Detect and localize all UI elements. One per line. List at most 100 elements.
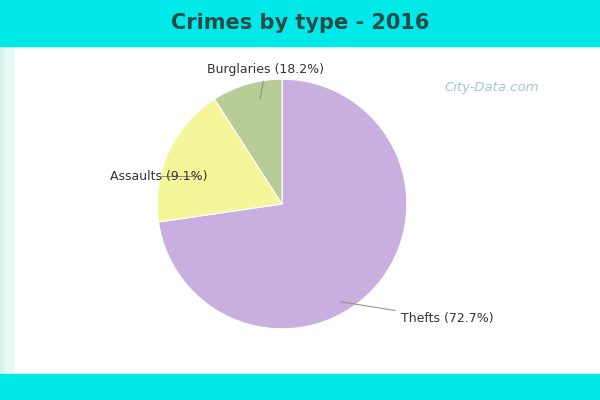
Bar bbox=[2, 46, 8, 374]
Bar bbox=[3, 46, 9, 374]
Bar bbox=[1, 46, 7, 374]
Bar bbox=[1, 46, 7, 374]
Bar bbox=[5, 46, 11, 374]
Bar bbox=[3, 46, 9, 374]
Bar bbox=[2, 46, 8, 374]
Bar bbox=[5, 46, 11, 374]
Bar bbox=[0, 46, 6, 374]
Bar bbox=[6, 46, 12, 374]
Bar bbox=[1, 46, 7, 374]
Bar bbox=[0, 46, 6, 374]
Bar bbox=[2, 46, 8, 374]
Bar bbox=[0, 46, 6, 374]
Bar bbox=[5, 46, 11, 374]
Bar bbox=[2, 46, 8, 374]
Wedge shape bbox=[214, 79, 282, 204]
Bar bbox=[2, 46, 8, 374]
Bar bbox=[4, 46, 10, 374]
Bar bbox=[2, 46, 8, 374]
Bar bbox=[5, 46, 11, 374]
Bar bbox=[3, 46, 8, 374]
Bar bbox=[1, 46, 7, 374]
Bar bbox=[2, 46, 8, 374]
Bar bbox=[0, 46, 6, 374]
Bar bbox=[2, 46, 8, 374]
Bar bbox=[5, 46, 11, 374]
Bar bbox=[4, 46, 10, 374]
Bar bbox=[1, 46, 7, 374]
Bar bbox=[5, 46, 11, 374]
Bar bbox=[2, 46, 8, 374]
Bar bbox=[3, 46, 9, 374]
Bar bbox=[2, 46, 8, 374]
Bar bbox=[4, 46, 10, 374]
Bar bbox=[0, 46, 6, 374]
Bar bbox=[3, 46, 9, 374]
Bar bbox=[1, 46, 7, 374]
Bar bbox=[0, 0, 600, 46]
Bar bbox=[1, 46, 7, 374]
Bar bbox=[2, 46, 8, 374]
Bar bbox=[4, 46, 10, 374]
Bar bbox=[5, 46, 11, 374]
Bar bbox=[5, 46, 11, 374]
Bar bbox=[4, 46, 10, 374]
Bar bbox=[6, 46, 12, 374]
Bar bbox=[3, 46, 9, 374]
Bar bbox=[2, 46, 8, 374]
Bar bbox=[5, 46, 11, 374]
Bar bbox=[5, 46, 11, 374]
Wedge shape bbox=[158, 79, 407, 329]
Bar bbox=[5, 46, 11, 374]
Bar bbox=[4, 46, 10, 374]
Text: Burglaries (18.2%): Burglaries (18.2%) bbox=[207, 63, 324, 99]
Bar bbox=[2, 46, 8, 374]
Bar bbox=[4, 46, 10, 374]
Bar bbox=[0, 46, 6, 374]
Bar bbox=[3, 46, 9, 374]
Text: Assaults (9.1%): Assaults (9.1%) bbox=[110, 170, 207, 183]
Bar bbox=[1, 46, 7, 374]
Bar bbox=[4, 46, 10, 374]
Bar bbox=[5, 46, 11, 374]
Bar bbox=[1, 46, 7, 374]
Bar bbox=[3, 46, 9, 374]
Bar bbox=[4, 46, 10, 374]
Bar bbox=[1, 46, 7, 374]
Bar bbox=[4, 46, 10, 374]
Bar bbox=[6, 46, 12, 374]
Bar bbox=[4, 46, 10, 374]
Bar bbox=[5, 46, 11, 374]
Bar bbox=[2, 46, 8, 374]
Bar bbox=[1, 46, 7, 374]
Bar bbox=[2, 46, 8, 374]
Bar bbox=[6, 46, 12, 374]
Bar bbox=[5, 46, 11, 374]
Bar bbox=[3, 46, 9, 374]
Text: Thefts (72.7%): Thefts (72.7%) bbox=[341, 302, 493, 325]
Bar bbox=[5, 46, 11, 374]
Bar bbox=[4, 46, 10, 374]
Bar bbox=[6, 46, 12, 374]
Bar bbox=[4, 46, 10, 374]
Bar bbox=[4, 46, 10, 374]
Bar bbox=[2, 46, 8, 374]
Bar bbox=[4, 46, 10, 374]
Bar bbox=[4, 46, 10, 374]
Bar bbox=[4, 46, 10, 374]
Bar bbox=[2, 46, 8, 374]
Text: City-Data.com: City-Data.com bbox=[445, 82, 539, 94]
Bar bbox=[2, 46, 8, 374]
Bar bbox=[2, 46, 8, 374]
Text: Crimes by type - 2016: Crimes by type - 2016 bbox=[171, 13, 429, 33]
Bar bbox=[4, 46, 10, 374]
Wedge shape bbox=[157, 99, 282, 222]
Bar bbox=[1, 46, 7, 374]
Bar bbox=[5, 46, 11, 374]
Bar bbox=[0, 374, 600, 400]
Bar bbox=[1, 46, 7, 374]
Bar bbox=[5, 46, 11, 374]
Bar bbox=[1, 46, 7, 374]
Bar bbox=[4, 46, 10, 374]
Bar bbox=[3, 46, 9, 374]
